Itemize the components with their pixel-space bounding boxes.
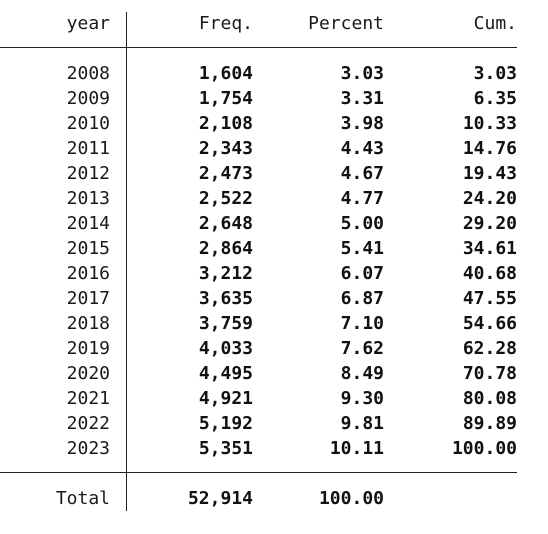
row-freq: 2,864 — [198, 238, 253, 259]
row-freq: 4,921 — [198, 388, 253, 409]
row-cum: 10.33 — [462, 113, 517, 134]
row-freq: 3,212 — [198, 263, 253, 284]
row-freq: 1,604 — [198, 63, 253, 84]
row-year: 2022 — [66, 413, 110, 434]
row-year: 2011 — [66, 138, 110, 159]
row-year: 2012 — [66, 163, 110, 184]
row-percent: 9.30 — [340, 388, 384, 409]
row-freq: 2,648 — [198, 213, 253, 234]
header-year: year — [66, 13, 110, 34]
row-freq: 5,192 — [198, 413, 253, 434]
row-cum: 24.20 — [462, 188, 517, 209]
row-cum: 80.08 — [462, 388, 517, 409]
row-freq: 3,759 — [198, 313, 253, 334]
row-freq: 2,473 — [198, 163, 253, 184]
row-freq: 4,495 — [198, 363, 253, 384]
column-divider — [126, 12, 127, 511]
row-cum: 6.35 — [473, 88, 517, 109]
row-percent: 9.81 — [340, 413, 384, 434]
row-cum: 34.61 — [462, 238, 517, 259]
row-percent: 7.62 — [340, 338, 384, 359]
total-rule — [0, 472, 517, 473]
row-percent: 5.41 — [340, 238, 384, 259]
row-year: 2008 — [66, 63, 110, 84]
row-percent: 6.87 — [340, 288, 384, 309]
header-cum: Cum. — [473, 13, 517, 34]
header-percent: Percent — [308, 13, 384, 34]
row-percent: 3.03 — [340, 63, 384, 84]
row-cum: 19.43 — [462, 163, 517, 184]
total-percent: 100.00 — [318, 488, 384, 509]
row-year: 2019 — [66, 338, 110, 359]
row-cum: 100.00 — [451, 438, 517, 459]
total-label: Total — [55, 488, 110, 509]
row-cum: 29.20 — [462, 213, 517, 234]
row-cum: 89.89 — [462, 413, 517, 434]
row-freq: 5,351 — [198, 438, 253, 459]
row-cum: 54.66 — [462, 313, 517, 334]
row-percent: 4.43 — [340, 138, 384, 159]
row-cum: 62.28 — [462, 338, 517, 359]
row-year: 2020 — [66, 363, 110, 384]
row-freq: 4,033 — [198, 338, 253, 359]
row-year: 2014 — [66, 213, 110, 234]
row-percent: 3.98 — [340, 113, 384, 134]
row-year: 2017 — [66, 288, 110, 309]
row-percent: 6.07 — [340, 263, 384, 284]
row-percent: 10.11 — [329, 438, 384, 459]
row-freq: 2,522 — [198, 188, 253, 209]
header-rule — [0, 47, 517, 48]
row-cum: 3.03 — [473, 63, 517, 84]
row-cum: 40.68 — [462, 263, 517, 284]
row-percent: 4.67 — [340, 163, 384, 184]
row-percent: 7.10 — [340, 313, 384, 334]
row-percent: 3.31 — [340, 88, 384, 109]
row-freq: 2,343 — [198, 138, 253, 159]
row-freq: 2,108 — [198, 113, 253, 134]
row-percent: 8.49 — [340, 363, 384, 384]
row-year: 2023 — [66, 438, 110, 459]
header-freq: Freq. — [198, 13, 253, 34]
row-cum: 70.78 — [462, 363, 517, 384]
row-freq: 3,635 — [198, 288, 253, 309]
row-year: 2015 — [66, 238, 110, 259]
row-year: 2013 — [66, 188, 110, 209]
total-freq: 52,914 — [187, 488, 253, 509]
row-percent: 4.77 — [340, 188, 384, 209]
row-percent: 5.00 — [340, 213, 384, 234]
row-year: 2016 — [66, 263, 110, 284]
row-year: 2010 — [66, 113, 110, 134]
row-cum: 47.55 — [462, 288, 517, 309]
row-year: 2018 — [66, 313, 110, 334]
row-year: 2009 — [66, 88, 110, 109]
row-cum: 14.76 — [462, 138, 517, 159]
row-year: 2021 — [66, 388, 110, 409]
row-freq: 1,754 — [198, 88, 253, 109]
